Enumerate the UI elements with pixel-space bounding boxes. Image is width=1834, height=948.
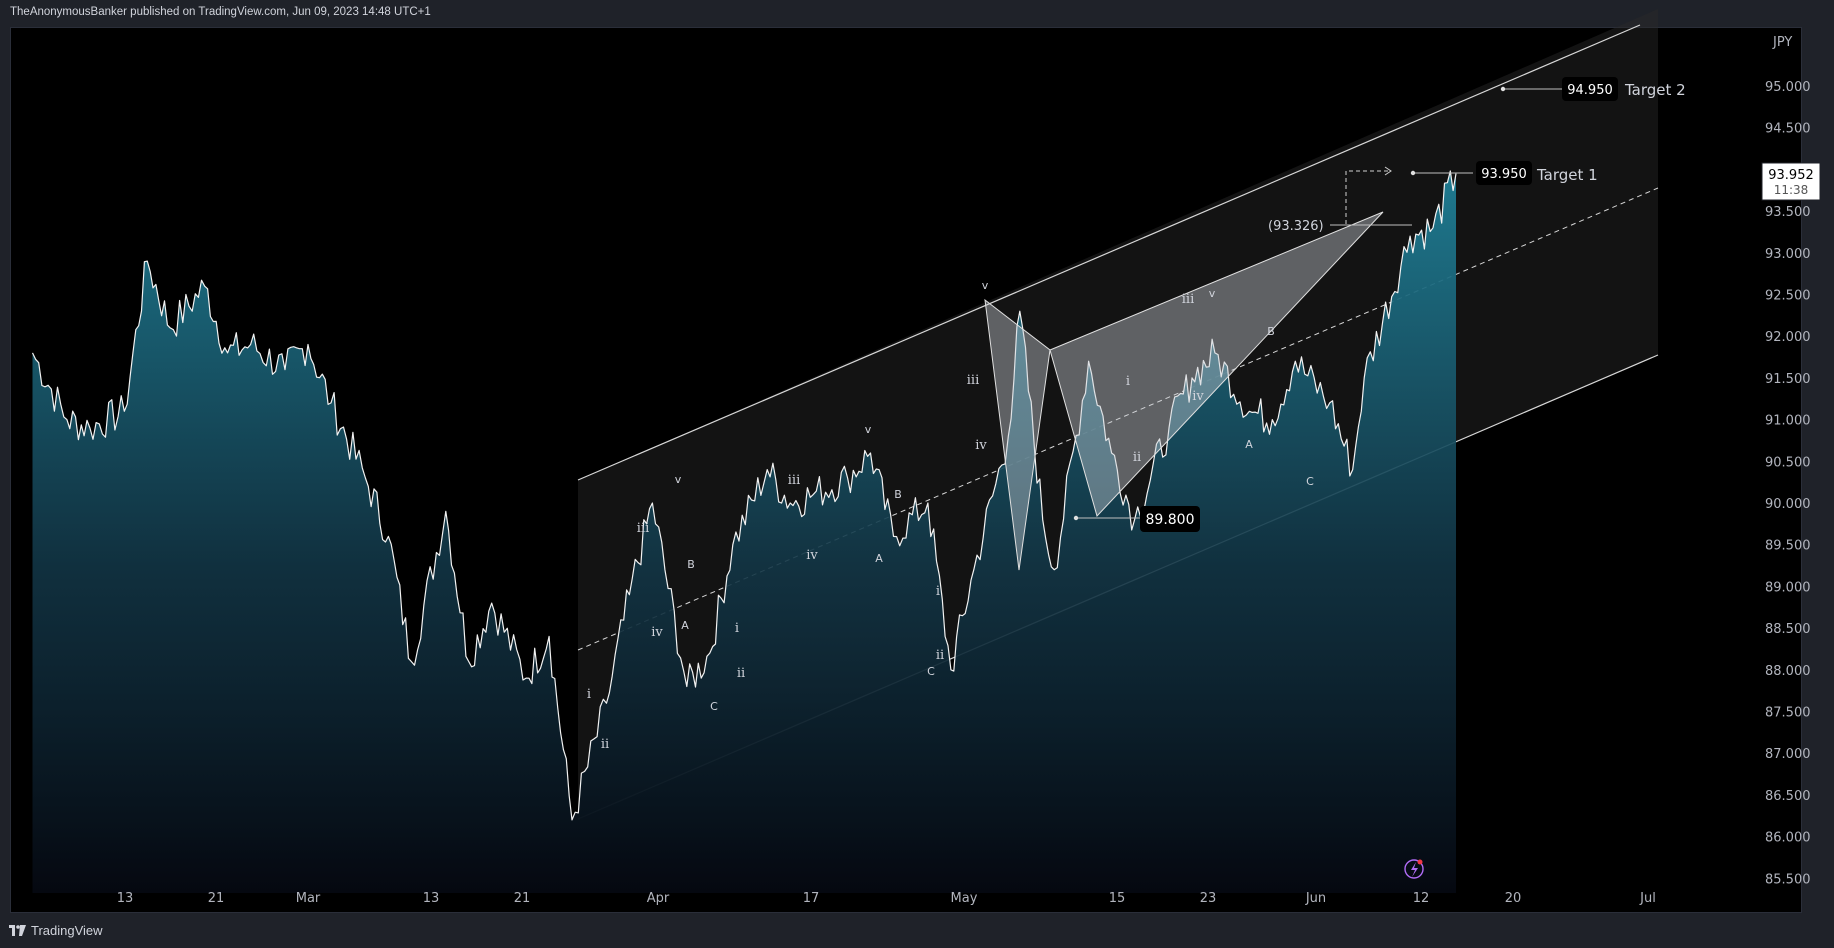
price-axis[interactable]: 95.00094.50094.00093.50093.00092.50092.0…: [1765, 80, 1811, 887]
harmonic-triangle-right[interactable]: [1049, 211, 1384, 517]
y-tick-label: 85.500: [1765, 872, 1811, 887]
x-tick-label: 21: [514, 891, 531, 906]
x-tick-label: 15: [1109, 891, 1126, 906]
channel-median-line[interactable]: [577, 187, 1659, 651]
x-tick-label: 17: [803, 891, 820, 906]
target-1-price: 93.950: [1481, 167, 1527, 182]
y-tick-label: 89.000: [1765, 580, 1811, 595]
x-tick-label: May: [951, 891, 978, 906]
target-2-label: Target 2: [1624, 81, 1686, 99]
wave-label: iii: [1182, 292, 1194, 307]
wave-label: v: [865, 423, 872, 436]
last-price-countdown: 11:38: [1774, 183, 1809, 197]
x-tick-label: Mar: [296, 891, 321, 906]
x-tick-label: Apr: [647, 891, 670, 906]
x-tick-label: 23: [1200, 891, 1217, 906]
wave-label: i: [587, 687, 591, 702]
y-tick-label: 94.500: [1765, 122, 1811, 137]
wave-label: ii: [601, 737, 609, 752]
y-tick-label: 87.000: [1765, 747, 1811, 762]
x-tick-label: 13: [423, 891, 440, 906]
x-tick-label: Jun: [1305, 891, 1326, 906]
price-area-fill: [32, 171, 1456, 893]
y-tick-label: 93.500: [1765, 205, 1811, 220]
wave-label: iv: [806, 548, 818, 563]
tradingview-logo-icon: [9, 925, 26, 936]
attribution-text: TheAnonymousBanker published on TradingV…: [10, 6, 431, 18]
wave-label: B: [1267, 325, 1275, 338]
wave-label: B: [894, 488, 902, 501]
wave-label: C: [710, 700, 718, 713]
x-tick-label: 13: [117, 891, 134, 906]
wave-label: iii: [637, 521, 649, 536]
low-marker-price-box[interactable]: [1140, 506, 1200, 532]
wave-label: iv: [651, 625, 663, 640]
wave-label: A: [875, 552, 883, 565]
y-tick-label: 95.000: [1765, 80, 1811, 95]
target-2-price-box[interactable]: [1562, 77, 1618, 101]
wave-label: iv: [975, 438, 987, 453]
x-tick-label: 12: [1413, 891, 1430, 906]
x-tick-label: 21: [208, 891, 225, 906]
bracket-level-label: (93.326): [1268, 219, 1324, 234]
y-tick-label: 86.000: [1765, 831, 1811, 846]
y-tick-label: 93.000: [1765, 247, 1811, 262]
wave-label: v: [982, 279, 989, 292]
y-tick-label: 88.000: [1765, 664, 1811, 679]
price-line[interactable]: [31, 170, 1457, 821]
wave-label: i: [1126, 374, 1130, 389]
wave-label: A: [1245, 438, 1253, 451]
elliott-wave-labels: iiiiiiivvABCiiiiiiivvABCiiiiiiivviiiiiii…: [587, 279, 1314, 752]
x-tick-label: 20: [1505, 891, 1522, 906]
low-marker-point[interactable]: [1073, 515, 1079, 521]
y-tick-label: 86.500: [1765, 789, 1811, 804]
wave-label: C: [1306, 475, 1314, 488]
target-2-point[interactable]: [1500, 86, 1506, 92]
y-tick-label: 88.500: [1765, 622, 1811, 637]
target-1-label: Target 1: [1536, 166, 1598, 184]
wave-label: v: [1209, 287, 1216, 300]
y-tick-label: 89.500: [1765, 539, 1811, 554]
wave-label: i: [735, 621, 739, 636]
time-axis[interactable]: 13 21 Mar 13 21 Apr 17 May 15 23 Jun 12 20 Jul: [117, 891, 1656, 906]
wave-label: A: [681, 619, 689, 632]
wave-label: iii: [967, 373, 979, 388]
low-marker-price: 89.800: [1146, 512, 1195, 528]
wave-label: C: [927, 665, 935, 678]
header-bar: TheAnonymousBanker published on TradingV…: [0, 0, 1834, 27]
y-tick-label: 91.000: [1765, 414, 1811, 429]
y-tick-label: 90.500: [1765, 455, 1811, 470]
harmonic-triangle-left[interactable]: [984, 298, 1051, 571]
last-price-value: 93.952: [1768, 168, 1814, 183]
target-1-price-box[interactable]: [1476, 161, 1532, 185]
wave-label: ii: [737, 666, 745, 681]
y-tick-label: 90.000: [1765, 497, 1811, 512]
brand-label: TradingView: [31, 923, 103, 938]
last-price-badge[interactable]: [1761, 162, 1821, 201]
y-tick-label: 91.500: [1765, 372, 1811, 387]
y-tick-label: 92.000: [1765, 330, 1811, 345]
target-2-price: 94.950: [1567, 83, 1613, 98]
wave-label: iii: [788, 473, 800, 488]
wave-label: ii: [1133, 450, 1141, 465]
tradingview-logo[interactable]: TradingView: [9, 923, 103, 938]
y-tick-label: 87.500: [1765, 706, 1811, 721]
bracket-arrow-icon: [1384, 166, 1392, 176]
wave-label: i: [936, 584, 940, 599]
y-tick-label: 92.500: [1765, 289, 1811, 304]
wave-label: ii: [936, 648, 944, 663]
currency-label: JPY: [1772, 35, 1792, 50]
bracket-dashed-path[interactable]: [1345, 170, 1390, 224]
wave-label: v: [675, 473, 682, 486]
lightning-icon[interactable]: [1404, 859, 1424, 879]
channel-upper-line[interactable]: [577, 24, 1641, 481]
wave-label: B: [687, 558, 695, 571]
footer-bar: TradingView: [0, 913, 1834, 948]
x-tick-label: Jul: [1639, 891, 1656, 906]
wave-label: iv: [1192, 389, 1204, 404]
target-1-point[interactable]: [1410, 170, 1416, 176]
